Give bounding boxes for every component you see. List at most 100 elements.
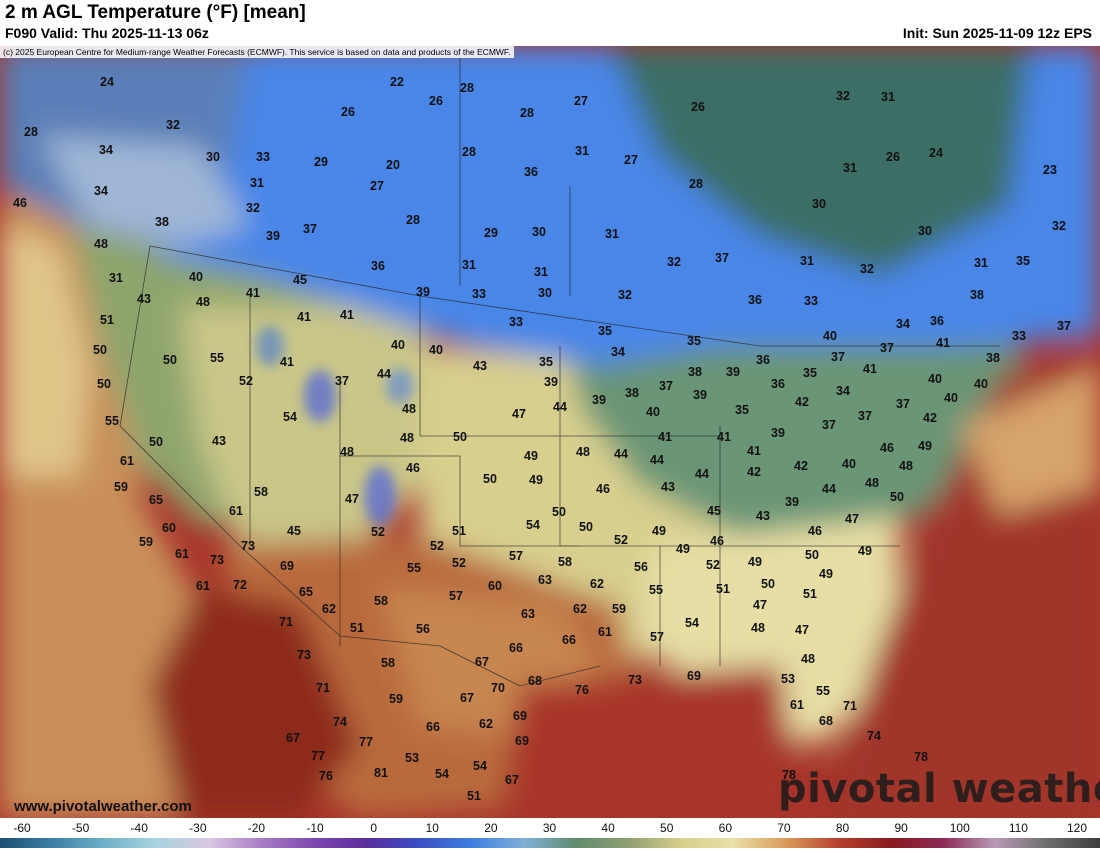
temp-value-label: 41 xyxy=(658,430,672,444)
temp-value-label: 38 xyxy=(688,365,702,379)
temp-value-label: 48 xyxy=(340,445,354,459)
colorbar-tick-label: 30 xyxy=(543,821,557,835)
temp-value-label: 36 xyxy=(748,293,762,307)
temp-value-label: 33 xyxy=(509,315,523,329)
temp-value-label: 37 xyxy=(303,222,317,236)
colorbar-tick-label: -50 xyxy=(72,821,90,835)
temp-value-label: 59 xyxy=(139,535,153,549)
temp-value-label: 48 xyxy=(899,459,913,473)
colorbar-gradient xyxy=(0,838,1100,848)
temp-value-label: 38 xyxy=(970,288,984,302)
temp-value-label: 40 xyxy=(823,329,837,343)
temp-value-label: 47 xyxy=(753,598,767,612)
temp-value-label: 26 xyxy=(341,105,355,119)
temp-value-label: 55 xyxy=(105,414,119,428)
temp-value-label: 32 xyxy=(667,255,681,269)
temp-value-label: 52 xyxy=(614,533,628,547)
temp-value-label: 28 xyxy=(462,145,476,159)
temp-value-label: 35 xyxy=(539,355,553,369)
colorbar-tick-label: 120 xyxy=(1067,821,1087,835)
colorbar-tick-label: 60 xyxy=(719,821,733,835)
temp-value-label: 43 xyxy=(473,359,487,373)
temp-value-label: 59 xyxy=(114,480,128,494)
website-link[interactable]: www.pivotalweather.com xyxy=(14,798,192,815)
temp-value-label: 49 xyxy=(529,473,543,487)
temp-value-label: 40 xyxy=(928,372,942,386)
temp-value-label: 62 xyxy=(322,602,336,616)
temp-value-label: 27 xyxy=(624,153,638,167)
temperature-map[interactable]: 24 28 34 32 30 33 31 32 34 46 38 39 37 48 31 43 40 48 41 45… xyxy=(0,46,1100,818)
temp-value-label: 44 xyxy=(553,400,567,414)
temp-value-label: 43 xyxy=(212,434,226,448)
temp-value-label: 54 xyxy=(526,518,540,532)
temp-value-label: 61 xyxy=(790,698,804,712)
temp-value-label: 39 xyxy=(693,388,707,402)
temp-value-label: 47 xyxy=(345,492,359,506)
colorbar: -60 -50 -40 -30 -20 -10 0 10 20 30 40 50 60 70 80 90 100… xyxy=(0,818,1100,850)
temp-value-label: 51 xyxy=(350,621,364,635)
temp-value-label: 31 xyxy=(534,265,548,279)
temp-value-label: 47 xyxy=(845,512,859,526)
temp-value-label: 39 xyxy=(544,375,558,389)
temp-value-label: 31 xyxy=(462,258,476,272)
temp-value-label: 31 xyxy=(605,227,619,241)
rockies-cold-spots xyxy=(256,326,414,526)
colorbar-tick-label: 10 xyxy=(426,821,440,835)
temp-value-label: 45 xyxy=(707,504,721,518)
colorbar-tick-label: -20 xyxy=(248,821,266,835)
temp-value-label: 53 xyxy=(781,672,795,686)
temp-value-label: 69 xyxy=(280,559,294,573)
colorbar-tick-label: 90 xyxy=(894,821,908,835)
colorbar-tick-label: -60 xyxy=(13,821,31,835)
temp-value-label: 57 xyxy=(650,630,664,644)
temp-value-label: 73 xyxy=(628,673,642,687)
colorbar-tick-label: 0 xyxy=(370,821,377,835)
temp-value-label: 31 xyxy=(843,161,857,175)
colorbar-canvas: -60 -50 -40 -30 -20 -10 0 10 20 30 40 50 60 70 80 90 100… xyxy=(0,821,1100,848)
temp-value-label: 28 xyxy=(689,177,703,191)
temp-value-label: 65 xyxy=(149,493,163,507)
temperature-field xyxy=(0,46,1100,818)
temp-value-label: 39 xyxy=(592,393,606,407)
temp-value-label: 46 xyxy=(596,482,610,496)
temp-value-label: 42 xyxy=(747,465,761,479)
temp-value-label: 67 xyxy=(505,773,519,787)
temp-value-label: 49 xyxy=(524,449,538,463)
temp-value-label: 78 xyxy=(914,750,928,764)
temp-value-label: 39 xyxy=(771,426,785,440)
temp-value-label: 60 xyxy=(488,579,502,593)
temp-value-label: 35 xyxy=(735,403,749,417)
colorbar-tick-label: 70 xyxy=(777,821,791,835)
temp-value-label: 34 xyxy=(94,184,108,198)
temp-value-label: 33 xyxy=(256,150,270,164)
temp-value-label: 63 xyxy=(538,573,552,587)
temp-value-label: 63 xyxy=(521,607,535,621)
temp-value-label: 67 xyxy=(460,691,474,705)
temp-value-label: 66 xyxy=(509,641,523,655)
temp-value-label: 32 xyxy=(246,201,260,215)
temp-value-label: 36 xyxy=(930,314,944,328)
temp-value-label: 26 xyxy=(691,100,705,114)
temp-value-label: 33 xyxy=(472,287,486,301)
temp-value-label: 52 xyxy=(452,556,466,570)
temp-value-label: 44 xyxy=(650,453,664,467)
temp-value-label: 37 xyxy=(831,350,845,364)
temp-value-label: 50 xyxy=(483,472,497,486)
colorbar-tick-label: 20 xyxy=(484,821,498,835)
temp-value-label: 30 xyxy=(918,224,932,238)
temp-value-label: 37 xyxy=(1057,319,1071,333)
temp-value-label: 44 xyxy=(614,447,628,461)
temp-value-label: 35 xyxy=(598,324,612,338)
temp-value-label: 49 xyxy=(918,439,932,453)
temp-value-label: 20 xyxy=(386,158,400,172)
temp-value-label: 71 xyxy=(843,699,857,713)
temp-value-label: 37 xyxy=(715,251,729,265)
temp-value-label: 74 xyxy=(867,729,881,743)
temp-value-label: 41 xyxy=(297,310,311,324)
temp-value-label: 41 xyxy=(246,286,260,300)
temp-value-label: 44 xyxy=(377,367,391,381)
temp-value-label: 40 xyxy=(646,405,660,419)
temp-value-label: 62 xyxy=(590,577,604,591)
temp-value-label: 39 xyxy=(266,229,280,243)
temp-value-label: 66 xyxy=(562,633,576,647)
